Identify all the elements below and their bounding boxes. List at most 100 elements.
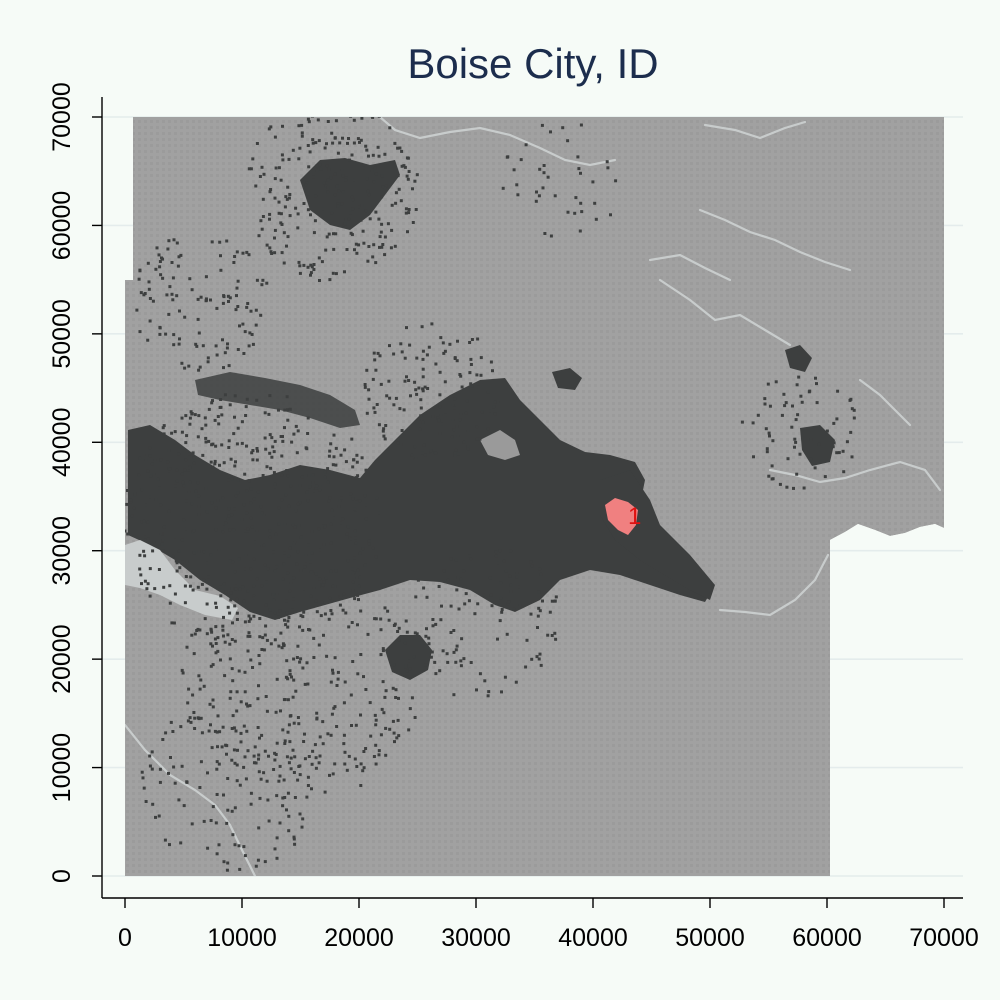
speck <box>228 528 232 532</box>
speck <box>257 684 260 688</box>
speck <box>180 361 184 365</box>
speck <box>413 179 417 183</box>
speck <box>180 668 184 672</box>
speck <box>228 642 232 646</box>
speck <box>441 341 445 345</box>
speck <box>214 528 218 532</box>
speck <box>488 409 492 413</box>
speck <box>309 560 312 564</box>
speck <box>404 663 408 667</box>
speck <box>377 154 381 158</box>
speck <box>538 567 542 571</box>
speck <box>356 568 360 572</box>
speck <box>430 451 434 454</box>
speck <box>791 404 794 408</box>
speck <box>246 529 250 533</box>
speck <box>360 117 364 120</box>
speck <box>322 181 326 185</box>
speck <box>279 212 283 216</box>
speck <box>815 382 818 386</box>
speck <box>198 786 202 789</box>
speck <box>431 624 435 628</box>
highlight-marker: 1 <box>628 503 641 530</box>
speck <box>351 567 354 571</box>
speck <box>815 401 819 405</box>
speck <box>383 695 387 699</box>
speck <box>238 867 242 871</box>
speck <box>196 297 200 301</box>
speck <box>206 356 210 360</box>
speck <box>453 454 457 458</box>
speck <box>235 442 239 446</box>
speck <box>326 732 330 736</box>
speck <box>145 587 149 591</box>
speck <box>309 604 312 607</box>
speck <box>386 609 390 613</box>
speck <box>353 529 357 533</box>
speck <box>359 784 363 787</box>
speck <box>263 749 267 753</box>
speck <box>209 664 213 668</box>
speck <box>442 569 446 573</box>
speck <box>154 267 158 271</box>
speck <box>197 505 201 508</box>
speck <box>449 557 453 561</box>
speck <box>188 422 192 426</box>
speck <box>227 439 231 443</box>
speck <box>273 228 277 232</box>
speck <box>258 175 262 178</box>
speck <box>172 621 176 625</box>
speck <box>214 651 218 655</box>
speck <box>335 184 339 188</box>
speck <box>217 843 221 847</box>
speck <box>246 589 250 593</box>
speck <box>340 168 344 172</box>
speck <box>230 489 234 492</box>
speck <box>279 709 282 713</box>
speck <box>329 176 333 180</box>
speck <box>178 566 182 570</box>
speck <box>209 460 213 464</box>
speck <box>142 549 146 553</box>
speck <box>181 560 184 564</box>
speck <box>369 734 373 738</box>
speck <box>302 740 306 743</box>
speck <box>377 511 381 515</box>
speck <box>231 714 235 718</box>
y-tick-label: 40000 <box>48 408 76 478</box>
speck <box>211 698 215 702</box>
speck <box>537 194 541 198</box>
speck <box>274 753 278 756</box>
speck <box>417 386 421 390</box>
speck <box>797 375 801 379</box>
speck <box>394 688 398 692</box>
speck <box>297 157 301 161</box>
speck <box>415 632 419 636</box>
speck <box>126 532 130 536</box>
speck <box>210 401 214 405</box>
speck <box>199 760 203 764</box>
speck <box>249 516 253 520</box>
speck <box>216 499 220 502</box>
speck <box>381 429 385 433</box>
speck <box>374 368 378 372</box>
speck <box>177 798 181 802</box>
speck <box>215 353 219 357</box>
speck <box>413 445 417 449</box>
speck <box>222 294 226 298</box>
speck <box>283 426 286 430</box>
speck <box>293 525 297 529</box>
speck <box>314 110 317 113</box>
speck <box>233 394 237 398</box>
speck <box>372 351 376 355</box>
speck <box>235 779 239 783</box>
speck <box>157 568 161 571</box>
speck <box>357 205 361 209</box>
speck <box>371 117 375 119</box>
speck <box>269 250 273 254</box>
speck <box>298 264 302 268</box>
speck <box>798 452 802 456</box>
speck <box>800 400 804 404</box>
speck <box>259 505 263 509</box>
speck <box>171 554 175 558</box>
